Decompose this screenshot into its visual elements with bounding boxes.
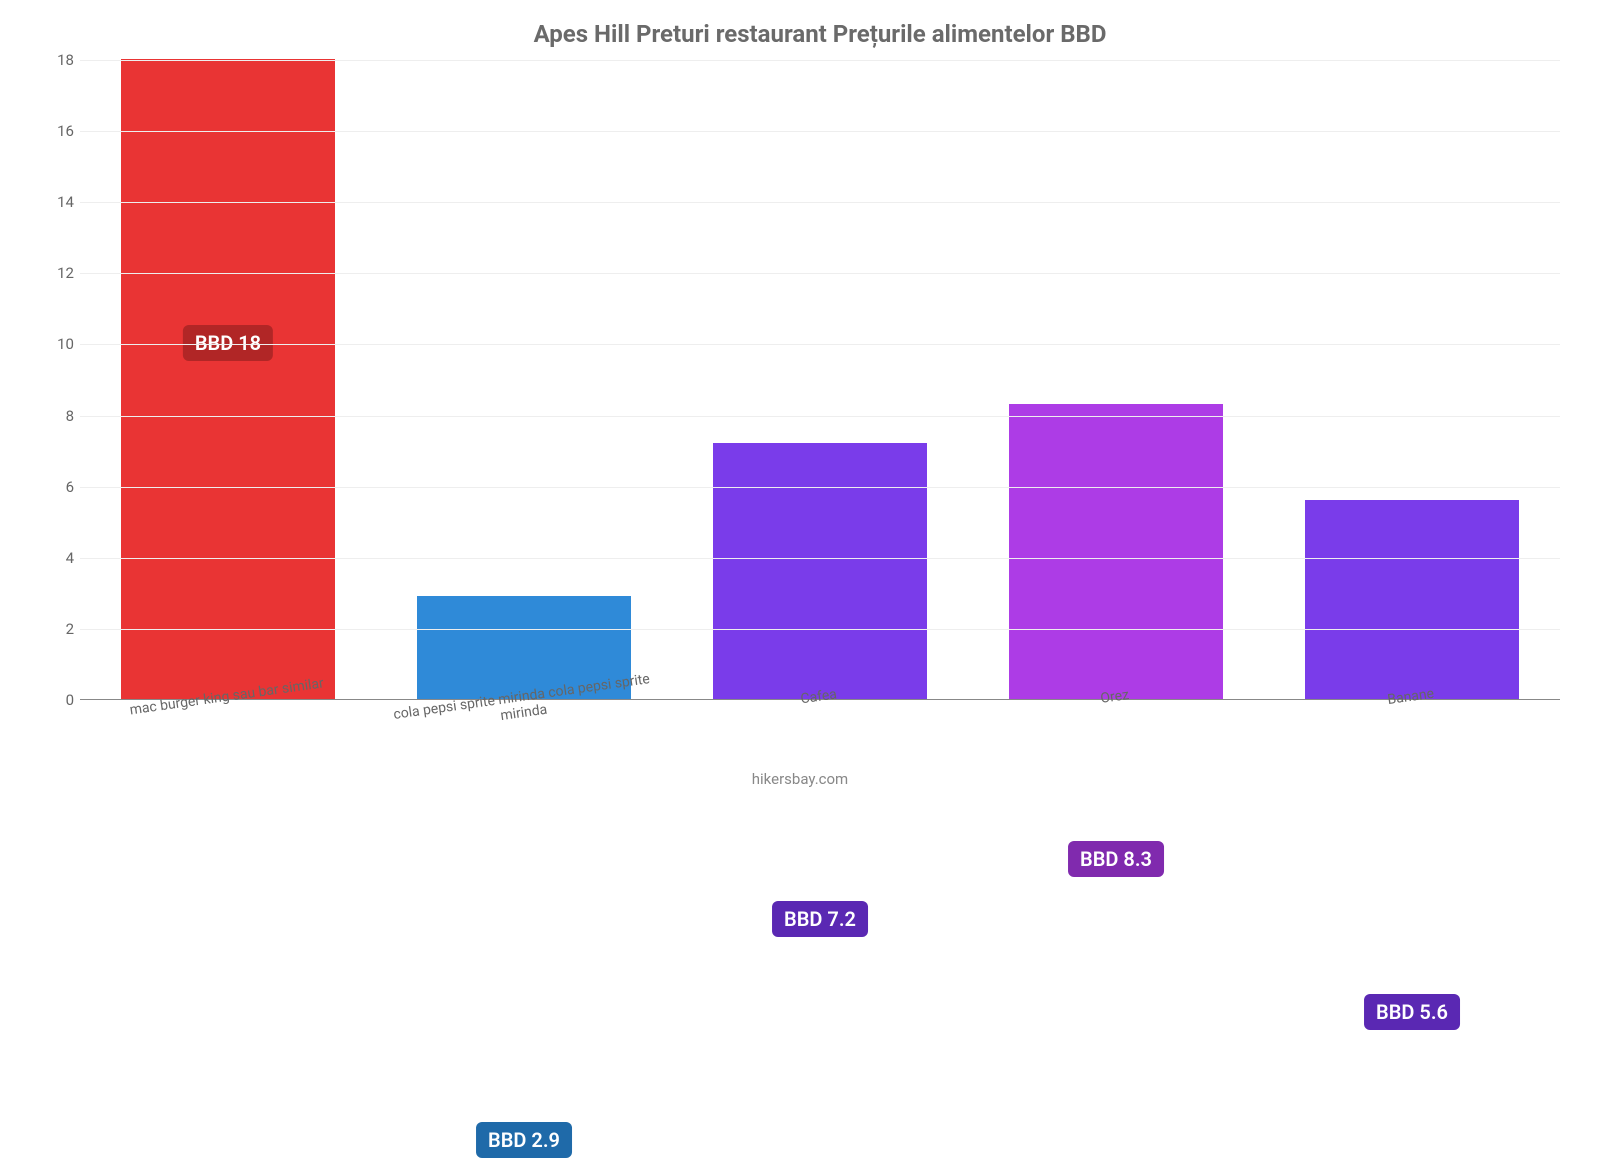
chart-title: Apes Hill Preturi restaurant Prețurile a…	[80, 20, 1560, 48]
grid-line	[80, 344, 1560, 345]
bar: BBD 8.3	[1009, 404, 1222, 699]
grid-line	[80, 487, 1560, 488]
plot-area: BBD 18BBD 2.9BBD 7.2BBD 8.3BBD 5.6 02468…	[80, 60, 1560, 700]
y-tick-label: 18	[40, 51, 74, 69]
y-tick-label: 16	[40, 122, 74, 140]
y-tick-label: 10	[40, 335, 74, 353]
grid-line	[80, 273, 1560, 274]
y-tick-label: 4	[40, 549, 74, 567]
grid-line	[80, 60, 1560, 61]
value-label: BBD 8.3	[1068, 841, 1164, 877]
grid-line	[80, 416, 1560, 417]
bar-group: BBD 18BBD 2.9BBD 7.2BBD 8.3BBD 5.6	[80, 60, 1560, 699]
value-label: BBD 5.6	[1364, 994, 1460, 1030]
bar: BBD 18	[121, 59, 334, 699]
value-label: BBD 2.9	[476, 1122, 572, 1158]
y-tick-label: 6	[40, 478, 74, 496]
chart-container: Apes Hill Preturi restaurant Prețurile a…	[0, 0, 1600, 800]
bar: BBD 5.6	[1305, 500, 1518, 699]
value-label: BBD 18	[183, 325, 273, 361]
y-tick-label: 14	[40, 193, 74, 211]
bar: BBD 7.2	[713, 443, 926, 699]
grid-line	[80, 558, 1560, 559]
grid-line	[80, 202, 1560, 203]
y-tick-label: 8	[40, 407, 74, 425]
value-label: BBD 7.2	[772, 901, 868, 937]
credit-text: hikersbay.com	[0, 770, 1600, 788]
grid-line	[80, 629, 1560, 630]
y-tick-label: 2	[40, 620, 74, 638]
y-tick-label: 0	[40, 691, 74, 709]
y-tick-label: 12	[40, 264, 74, 282]
grid-line	[80, 131, 1560, 132]
